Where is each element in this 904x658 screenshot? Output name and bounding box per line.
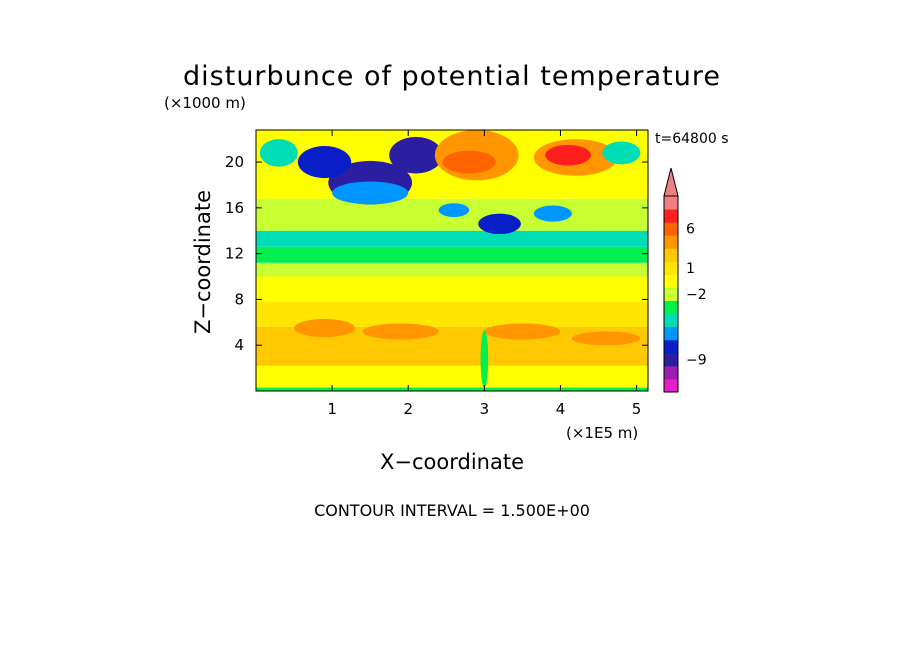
contour-interval-footer: CONTOUR INTERVAL = 1.500E+00 [314, 501, 590, 520]
field-feature-15 [480, 330, 489, 388]
colorbar-cell-11 [664, 235, 678, 249]
y-tick-label-3: 16 [225, 199, 244, 217]
x-axis-label: X−coordinate [380, 450, 524, 474]
colorbar-cell-1 [664, 365, 678, 380]
colorbar-cell-9 [664, 261, 678, 275]
x-tick-label-1: 2 [403, 400, 413, 418]
colorbar-cell-2 [664, 352, 678, 367]
colorbar-cell-13 [664, 209, 678, 223]
x-tick-label-3: 4 [556, 400, 566, 418]
field-feature-17 [602, 141, 641, 165]
field-band-5 [256, 262, 648, 277]
y-axis-label: Z−coordinate [191, 190, 215, 334]
field-feature-9 [533, 205, 572, 222]
colorbar-label-3: −9 [686, 352, 707, 368]
colorbar-cell-14 [664, 196, 678, 210]
colorbar: 6 1 −2 −9 [663, 167, 707, 393]
x-tick-label-0: 1 [327, 400, 337, 418]
colorbar-cell-7 [664, 287, 678, 302]
colorbar-cell-3 [664, 339, 678, 354]
colorbar-cell-6 [664, 300, 678, 315]
field-feature-11 [294, 318, 355, 338]
field-feature-13 [484, 323, 561, 340]
chart-title: disturbunce of potential temperature [183, 61, 721, 92]
field-band-0 [256, 387, 648, 391]
plot-area [256, 130, 648, 391]
field-band-4 [256, 276, 648, 302]
x-tick-label-4: 5 [632, 400, 642, 418]
field-feature-7 [545, 144, 591, 166]
field-feature-12 [362, 323, 439, 340]
field-feature-10 [438, 203, 470, 217]
colorbar-cell-8 [664, 274, 678, 288]
colorbar-cell-12 [664, 222, 678, 236]
z-unit-label: (×1000 m) [164, 94, 246, 112]
colorbar-label-2: −2 [686, 287, 707, 303]
field-feature-3 [332, 181, 409, 205]
colorbar-cell-10 [664, 248, 678, 262]
colorbar-label-0: 6 [686, 222, 695, 238]
field-feature-8 [478, 213, 521, 235]
y-tick-label-0: 4 [234, 336, 244, 354]
colorbar-cell-4 [664, 326, 678, 341]
field-feature-5 [442, 150, 496, 174]
colorbar-cell-0 [664, 378, 678, 393]
x-unit-label: (×1E5 m) [566, 424, 638, 442]
field-group [256, 130, 648, 391]
time-label: t=64800 s [655, 131, 729, 147]
field-band-7 [256, 230, 648, 247]
y-tick-label-1: 8 [234, 290, 244, 308]
field-feature-14 [571, 331, 641, 346]
field-feature-2 [297, 146, 352, 179]
field-feature-16 [259, 139, 298, 167]
x-tick-label-2: 3 [480, 400, 490, 418]
colorbar-extend-arrow [663, 167, 679, 197]
field-feature-1 [389, 136, 443, 174]
y-tick-label-4: 20 [225, 153, 244, 171]
field-band-6 [256, 246, 648, 263]
y-tick-label-2: 12 [225, 245, 244, 263]
plot-frame [255, 129, 649, 392]
colorbar-cell-5 [664, 313, 678, 328]
colorbar-label-1: 1 [686, 261, 695, 277]
colorbar-frame [663, 195, 679, 393]
field-band-1 [256, 365, 648, 388]
